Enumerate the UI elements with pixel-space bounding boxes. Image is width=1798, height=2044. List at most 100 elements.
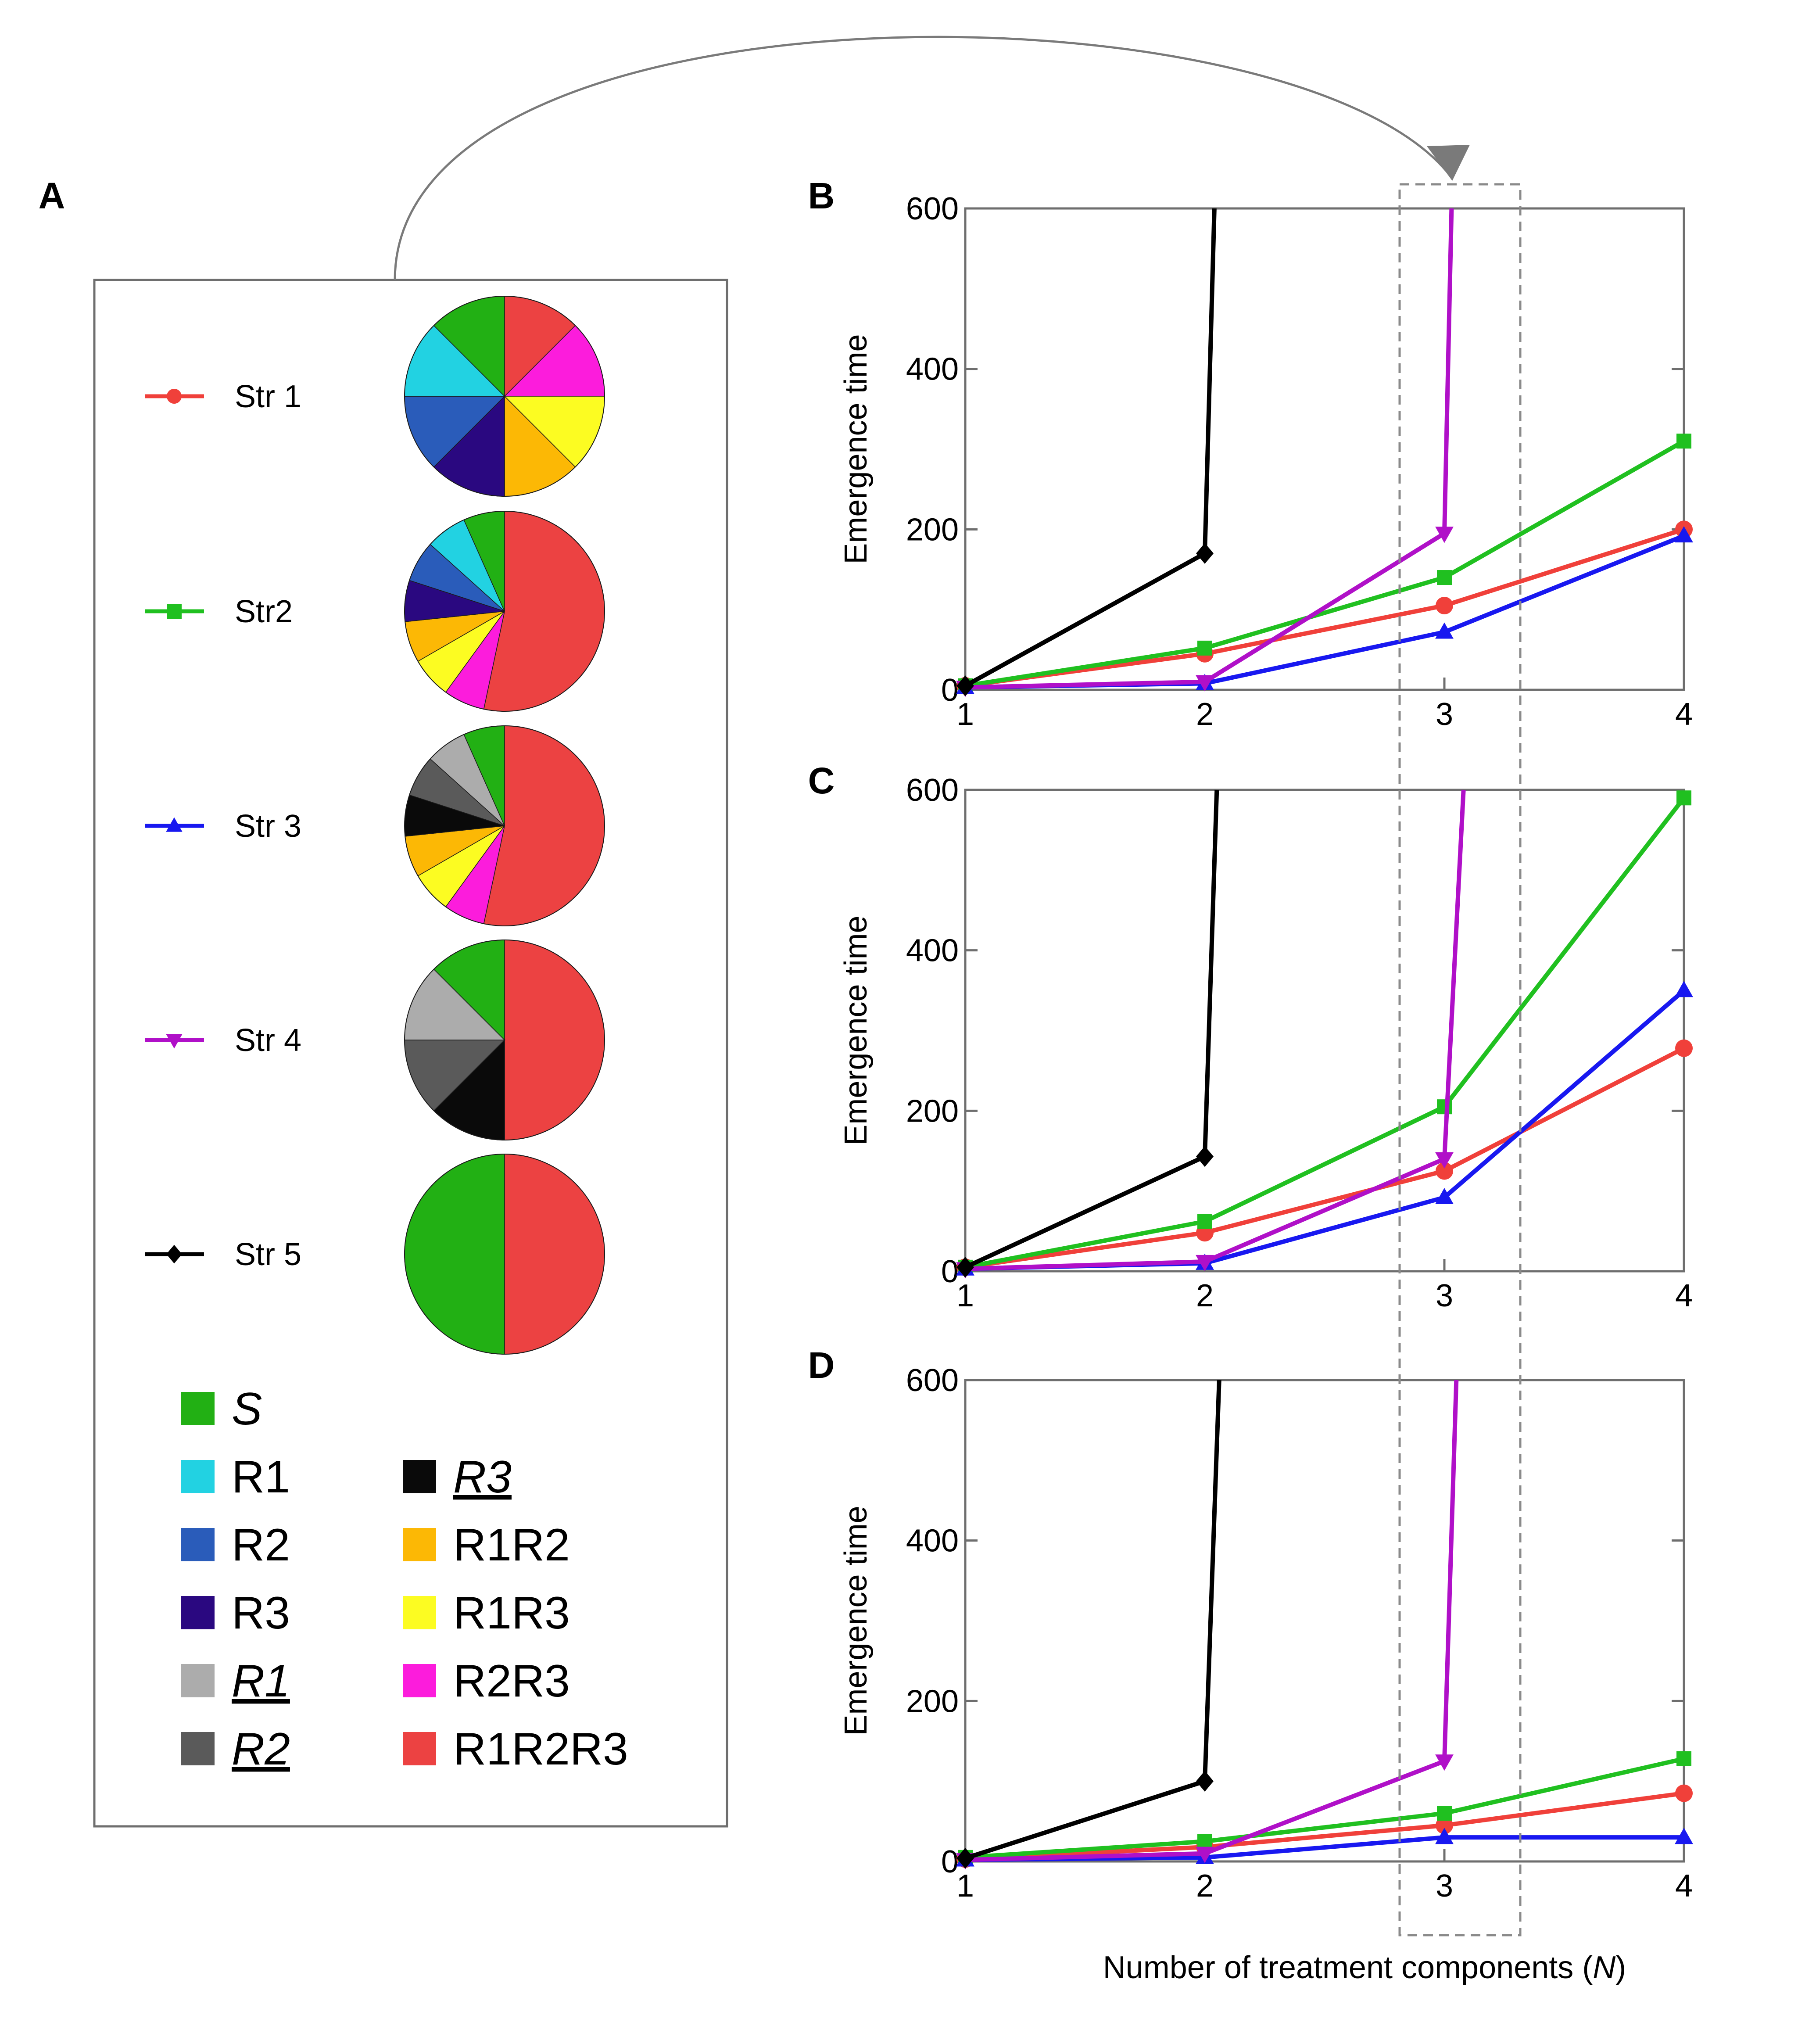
- y-tick-label-C-400: 400: [906, 933, 959, 968]
- color-swatch-R3: [181, 1596, 215, 1629]
- point-D-str5-2: [1196, 1771, 1214, 1792]
- color-legend-item-R2R3: R2R3: [403, 1656, 570, 1707]
- color-swatch-R3_u: [403, 1460, 436, 1493]
- color-swatch-R1R2: [403, 1528, 436, 1561]
- series-line-C-str1: [965, 1046, 1685, 1269]
- chart-D: 0 200 400 600 1 2 3 4 Emergence time: [838, 1363, 1693, 1904]
- x-tick-label-D-3: 3: [1436, 1868, 1453, 1904]
- color-legend-item-R3_u: R3: [403, 1452, 512, 1503]
- point-C-str2-4: [1676, 790, 1691, 806]
- point-D-str2-2: [1197, 1834, 1212, 1849]
- point-B-str3-4: [1675, 526, 1693, 543]
- point-B-str5-2: [1196, 543, 1214, 564]
- strategy-row-str5: Str 5: [145, 1154, 605, 1355]
- arrow-head: [1427, 145, 1470, 181]
- color-swatch-S: [181, 1392, 215, 1425]
- point-B-str2-3: [1437, 570, 1452, 585]
- pie-str5: [404, 1154, 605, 1355]
- point-B-str5-1: [956, 675, 974, 696]
- point-C-str5-2: [1196, 1146, 1214, 1167]
- color-swatch-R1R2R3: [403, 1732, 436, 1765]
- x-axis-label: Number of treatment components (N): [1103, 1950, 1626, 1985]
- color-label-R3_u: R3: [453, 1452, 512, 1503]
- series-line-D-str2: [965, 1757, 1685, 1860]
- series-line-B-str5: [964, 208, 1217, 688]
- series-line-C-str2: [965, 796, 1686, 1269]
- x-tick-label-C-1: 1: [956, 1278, 974, 1313]
- point-D-str3-4: [1675, 1828, 1693, 1844]
- point-C-str3-3: [1435, 1187, 1454, 1204]
- point-B-str4-2: [1196, 675, 1214, 692]
- color-label-R2_u: R2: [232, 1724, 290, 1775]
- series-line-B-str1: [965, 527, 1685, 688]
- y-tick-label-D-600: 600: [906, 1363, 959, 1398]
- y-tick-label-D-200: 200: [906, 1684, 959, 1719]
- charts: 0 200 400 600 1 2 3 4 Emergence time 0 200 400 600 1 2…: [838, 191, 1693, 1904]
- pie-slice-str4-R1R2R3: [504, 940, 605, 1140]
- point-D-str1-3: [1436, 1816, 1453, 1834]
- point-C-str5-1: [956, 1257, 974, 1278]
- panel-label-b: B: [808, 175, 835, 216]
- pie-str3: [404, 725, 605, 926]
- color-swatch-R1R3: [403, 1596, 436, 1629]
- color-swatch-R1: [181, 1460, 215, 1493]
- x-tick-label-C-4: 4: [1675, 1278, 1693, 1313]
- color-legend-item-R1_u: R1: [181, 1656, 290, 1707]
- series-line-C-str5: [964, 789, 1219, 1269]
- color-label-R2R3: R2R3: [453, 1656, 570, 1707]
- point-C-str2-2: [1197, 1214, 1212, 1229]
- series-line-B-str2: [965, 439, 1685, 688]
- color-legend-item-R3: R3: [181, 1588, 290, 1639]
- chart-B: 0 200 400 600 1 2 3 4 Emergence time: [838, 191, 1693, 732]
- point-D-str2-3: [1437, 1806, 1452, 1821]
- pie-outline-str2: [404, 511, 605, 712]
- series-line-D-str4: [965, 1380, 1459, 1862]
- color-swatch-R2: [181, 1528, 215, 1561]
- point-B-str2-2: [1197, 640, 1212, 656]
- strategy-row-str4: Str 4: [145, 940, 605, 1140]
- y-tick-label-B-400: 400: [906, 352, 959, 387]
- point-C-str2-3: [1437, 1099, 1452, 1115]
- y-tick-label-B-200: 200: [906, 512, 959, 547]
- legend-marker-str1: [167, 389, 182, 404]
- point-D-str4-2: [1196, 1847, 1214, 1863]
- pie-outline-str5: [404, 1154, 605, 1355]
- color-label-R1R2: R1R2: [453, 1520, 570, 1571]
- pie-str4: [404, 940, 605, 1140]
- x-tick-label-B-3: 3: [1436, 697, 1453, 732]
- strategy-legend: Str 1 Str2 Str 3 Str 4 Str 5: [145, 296, 605, 1355]
- point-D-str4-3: [1435, 1754, 1454, 1771]
- color-legend-item-R2_u: R2: [181, 1724, 290, 1775]
- color-legend-item-R1R3: R1R3: [403, 1588, 570, 1639]
- y-axis-label-D: Emergence time: [838, 1506, 874, 1736]
- strategy-row-str1: Str 1: [145, 296, 605, 497]
- point-B-str4-3: [1435, 527, 1454, 543]
- legend-label-str3: Str 3: [235, 809, 301, 844]
- x-tick-label-D-1: 1: [956, 1868, 974, 1904]
- color-legend-item-R2: R2: [181, 1520, 290, 1571]
- color-legend-item-S: S: [181, 1384, 262, 1434]
- legend-label-str4: Str 4: [235, 1023, 301, 1058]
- pie-outline-str4: [404, 940, 605, 1140]
- color-label-R1: R1: [232, 1452, 290, 1503]
- strategy-row-str3: Str 3: [145, 725, 605, 926]
- x-tick-label-C-3: 3: [1436, 1278, 1453, 1313]
- y-tick-label-B-0: 0: [941, 673, 959, 708]
- point-D-str2-4: [1676, 1751, 1691, 1766]
- series-line-C-str4: [965, 789, 1466, 1271]
- x-tick-label-B-4: 4: [1675, 697, 1693, 732]
- point-C-str1-4: [1675, 1039, 1693, 1057]
- x-tick-label-D-4: 4: [1675, 1868, 1693, 1904]
- series-line-C-str3: [965, 989, 1686, 1271]
- panel-label-a: A: [39, 175, 65, 216]
- color-swatch-R1_u: [181, 1664, 215, 1697]
- point-C-str4-3: [1435, 1152, 1454, 1169]
- panel-label-c: C: [808, 760, 835, 801]
- point-B-str1-3: [1436, 597, 1453, 615]
- color-label-R1R2R3: R1R2R3: [453, 1724, 628, 1775]
- color-label-R2: R2: [232, 1520, 290, 1571]
- panel-label-d: D: [808, 1345, 835, 1386]
- y-tick-label-B-600: 600: [906, 191, 959, 226]
